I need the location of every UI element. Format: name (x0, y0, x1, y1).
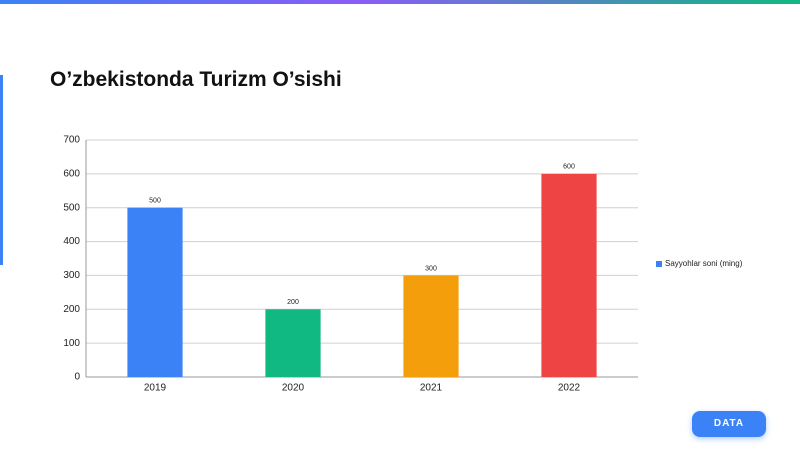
y-tick-label: 0 (74, 372, 80, 383)
data-label: 500 (149, 198, 161, 205)
y-tick-label: 700 (63, 135, 80, 146)
bar (541, 173, 597, 377)
x-tick-label: 2020 (282, 383, 305, 394)
bar (127, 207, 183, 377)
bar (403, 275, 459, 377)
y-tick-label: 400 (63, 236, 80, 247)
top-bar (0, 0, 800, 4)
y-tick-label: 300 (63, 270, 80, 281)
x-tick-label: 2019 (144, 383, 167, 394)
bar (265, 309, 321, 377)
x-tick-label: 2021 (420, 383, 443, 394)
data-button[interactable]: DATA (692, 411, 766, 437)
legend-label: Sayyohlar soni (ming) (665, 259, 743, 268)
data-label: 600 (563, 164, 575, 171)
y-tick-label: 100 (63, 338, 80, 349)
y-tick-label: 600 (63, 168, 80, 179)
y-tick-label: 200 (63, 304, 80, 315)
side-accent (0, 75, 3, 265)
legend-marker (656, 261, 662, 267)
x-tick-label: 2022 (558, 383, 581, 394)
y-tick-label: 500 (63, 202, 80, 213)
data-label: 300 (425, 265, 437, 272)
slide-title: O’zbekistonda Turizm O’sishi (50, 68, 342, 91)
data-label: 200 (287, 299, 299, 306)
